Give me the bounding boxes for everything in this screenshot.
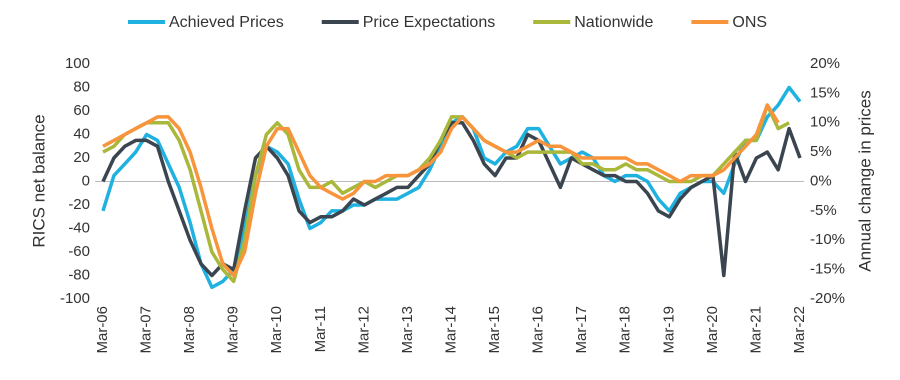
legend-label: Price Expectations: [363, 14, 496, 31]
y2-tick-label: 5%: [810, 143, 832, 160]
series-line: [101, 121, 802, 278]
y-tick-label: -80: [68, 266, 90, 283]
y-tick-label: 80: [73, 78, 90, 95]
legend-label: ONS: [732, 14, 767, 31]
x-tick-label: Mar-18: [617, 306, 634, 354]
y-axis-label: RICS net balance: [29, 114, 48, 247]
y-tick-label: 100: [65, 55, 90, 72]
y2-tick-label: -10%: [810, 231, 845, 248]
x-tick-label: Mar-21: [747, 306, 764, 354]
x-tick-label: Mar-09: [225, 306, 242, 354]
x-tick-label: Mar-12: [355, 306, 372, 354]
y2-axis-label: Annual change in prices: [855, 90, 874, 271]
y-tick-label: 60: [73, 102, 90, 119]
x-tick-label: Mar-11: [312, 306, 329, 352]
x-tick-label: Mar-14: [442, 306, 459, 354]
x-tick-label: Mar-20: [704, 306, 721, 354]
x-tick-label: Mar-13: [399, 306, 416, 354]
y2-tick-label: 0%: [810, 172, 832, 189]
x-tick-label: Mar-16: [530, 306, 547, 354]
y-tick-label: -40: [68, 219, 90, 236]
y-tick-label: -20: [68, 196, 90, 213]
y2-tick-label: 20%: [810, 55, 840, 72]
legend-label: Achieved Prices: [169, 14, 284, 31]
y-tick-label: -100: [60, 290, 90, 307]
y-tick-label: 20: [73, 149, 90, 166]
x-tick-label: Mar-19: [660, 306, 677, 354]
x-tick-label: Mar-06: [94, 306, 111, 354]
y2-tick-label: 15%: [810, 84, 840, 101]
y-tick-label: -60: [68, 243, 90, 260]
x-tick-label: Mar-08: [181, 306, 198, 354]
y2-tick-label: 10%: [810, 114, 840, 131]
y2-tick-label: -15%: [810, 261, 845, 278]
y2-tick-label: -20%: [810, 290, 845, 307]
x-tick-label: Mar-15: [486, 306, 503, 354]
legend-label: Nationwide: [574, 14, 653, 31]
y-tick-label: 40: [73, 125, 90, 142]
x-tick-label: Mar-07: [138, 306, 155, 354]
x-tick-label: Mar-17: [573, 306, 590, 354]
y2-tick-label: -5%: [810, 202, 837, 219]
series-line: [102, 103, 780, 278]
series-line: [102, 103, 790, 284]
x-tick-label: Mar-22: [791, 306, 808, 354]
x-tick-label: Mar-10: [268, 306, 285, 354]
y-tick-label: 0: [82, 172, 90, 189]
